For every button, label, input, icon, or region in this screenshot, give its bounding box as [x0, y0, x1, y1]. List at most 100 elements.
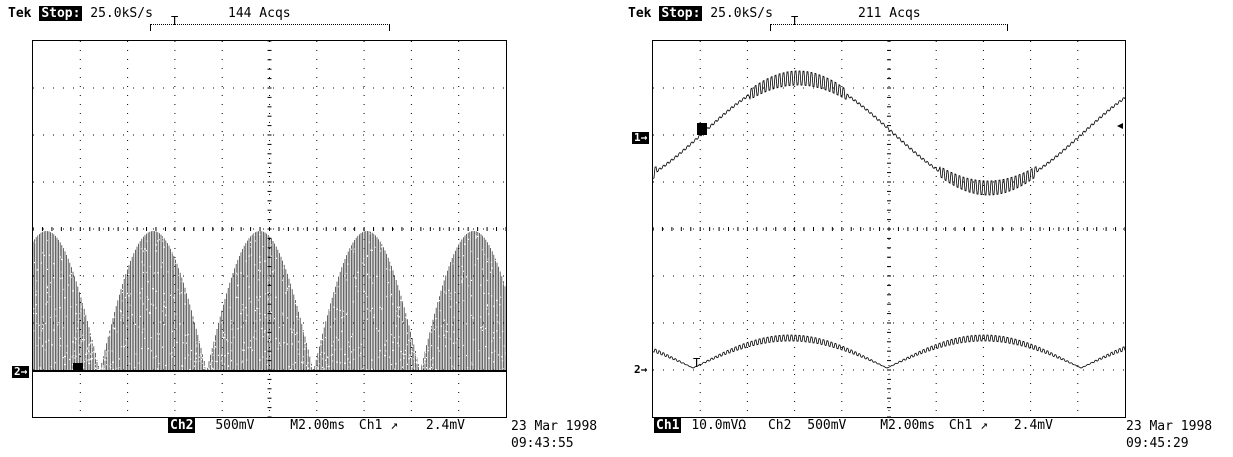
noise-dot: [88, 350, 90, 353]
noise-dot: [42, 252, 44, 254]
noise-dot: [453, 331, 455, 333]
noise-dot: [390, 334, 392, 336]
noise-dot: [34, 242, 36, 244]
right-header: Tek Stop: 25.0kS/s: [628, 6, 773, 21]
noise-dot: [264, 330, 266, 332]
noise-dot: [491, 352, 493, 354]
noise-dot: [501, 360, 504, 362]
noise-dot: [450, 292, 452, 294]
noise-dot: [33, 262, 36, 264]
noise-dot: [73, 350, 75, 352]
noise-dot: [347, 358, 349, 360]
noise-dot: [124, 344, 126, 346]
trigger-marker: T: [791, 14, 799, 28]
noise-dot: [452, 324, 454, 326]
noise-dot: [397, 342, 399, 344]
noise-dot: [76, 304, 78, 306]
noise-dot: [147, 348, 149, 350]
noise-dot: [493, 305, 495, 307]
noise-dot: [499, 336, 501, 339]
right-timebase: M2.00ms: [880, 418, 936, 433]
noise-dot: [181, 365, 183, 367]
noise-dot: [290, 285, 292, 287]
noise-dot: [59, 337, 62, 339]
noise-dot: [449, 357, 451, 359]
right-date: 23 Mar 1998: [1126, 419, 1213, 434]
noise-dot: [134, 323, 136, 325]
noise-dot: [357, 271, 359, 273]
noise-dot: [489, 271, 492, 273]
noise-dot: [76, 327, 78, 329]
noise-dot: [251, 349, 254, 351]
noise-dot: [366, 255, 368, 257]
noise-dot: [78, 291, 80, 293]
noise-dot: [496, 299, 498, 301]
noise-dot: [114, 328, 116, 330]
left-volts: 500mV: [215, 418, 255, 433]
noise-dot: [369, 276, 371, 279]
noise-dot: [391, 363, 393, 366]
noise-dot: [493, 361, 495, 363]
noise-dot: [425, 362, 427, 364]
noise-dot: [89, 334, 92, 336]
noise-dot: [298, 353, 300, 355]
noise-dot: [167, 271, 169, 273]
noise-dot: [242, 309, 244, 311]
left-brand: Tek: [8, 6, 32, 21]
noise-dot: [503, 345, 505, 347]
noise-dot: [159, 321, 161, 323]
noise-dot: [180, 280, 182, 282]
noise-dot: [409, 340, 411, 342]
right-status: Stop:: [659, 6, 703, 21]
noise-dot: [295, 333, 297, 336]
right-trigger-level: 2.4mV: [1013, 418, 1053, 433]
trigger-marker: T: [171, 14, 179, 28]
right-footer: Ch1 10.0mVΩ Ch2 500mV M2.00ms Ch1 ↗ 2.4m…: [654, 418, 1053, 433]
noise-dot: [182, 342, 184, 344]
noise-dot: [486, 279, 488, 281]
noise-dot: [60, 345, 62, 347]
noise-dot: [231, 350, 233, 352]
noise-dot: [258, 279, 260, 281]
noise-dot: [246, 314, 248, 316]
noise-dot: [46, 268, 48, 270]
noise-dot: [250, 246, 252, 248]
noise-dot: [92, 352, 94, 354]
noise-dot: [210, 364, 212, 366]
noise-dot: [295, 369, 297, 371]
ch2-trace: [653, 334, 1125, 369]
noise-dot: [78, 353, 80, 355]
noise-dot: [418, 365, 420, 368]
noise-dot: [409, 338, 411, 340]
right-time: 09:45:29: [1126, 436, 1189, 451]
noise-dot: [320, 343, 322, 345]
noise-dot: [250, 340, 252, 342]
noise-dot: [317, 367, 319, 369]
noise-dot: [281, 279, 283, 281]
noise-dot: [480, 327, 482, 329]
noise-dot: [255, 330, 257, 332]
noise-dot: [409, 337, 411, 339]
noise-dot: [463, 270, 465, 272]
noise-dot: [74, 342, 76, 344]
noise-dot: [47, 287, 49, 289]
noise-dot: [45, 341, 47, 343]
noise-dot: [328, 365, 330, 368]
noise-dot: [311, 368, 313, 370]
noise-dot: [240, 326, 243, 328]
left-acq-count: 144 Acqs: [228, 6, 291, 21]
noise-dot: [289, 368, 291, 370]
noise-dot: [326, 363, 328, 365]
noise-dot: [213, 347, 215, 350]
noise-dot: [216, 360, 218, 363]
noise-dot: [455, 342, 457, 344]
noise-dot: [450, 298, 452, 300]
noise-dot: [153, 272, 155, 274]
noise-dot: [121, 291, 124, 294]
noise-dot: [164, 301, 166, 303]
left-footer: Ch2 500mV M2.00ms Ch1 ↗ 2.4mV: [168, 418, 465, 433]
noise-dot: [55, 315, 57, 317]
noise-dot: [463, 300, 465, 302]
noise-dot: [439, 310, 441, 312]
noise-dot: [311, 366, 314, 368]
